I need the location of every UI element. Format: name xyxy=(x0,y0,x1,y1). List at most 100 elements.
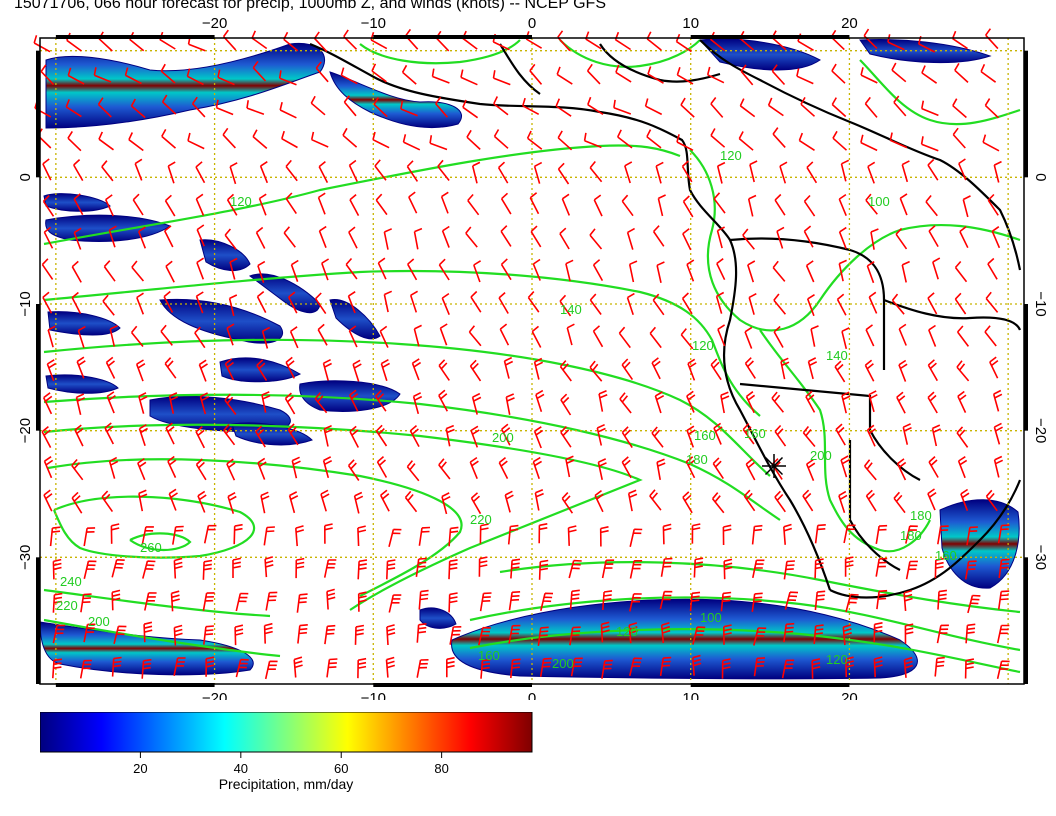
wind-barb xyxy=(73,193,84,216)
wind-barb xyxy=(409,290,419,313)
wind-barb xyxy=(565,259,574,282)
lon-tick-top: −20 xyxy=(202,15,227,32)
wind-barb xyxy=(681,292,693,315)
wind-barb xyxy=(747,260,756,283)
wind-barb xyxy=(860,67,878,84)
wind-barb xyxy=(401,64,417,85)
wind-barb xyxy=(73,159,84,181)
contour-label: 260 xyxy=(140,540,162,555)
wind-barb xyxy=(412,392,423,415)
wind-barb xyxy=(251,30,268,50)
wind-barb xyxy=(614,31,632,51)
wind-barb xyxy=(77,325,86,348)
wind-barb xyxy=(723,558,733,580)
wind-barb xyxy=(195,193,205,216)
wind-barb xyxy=(954,260,968,283)
wind-barb xyxy=(925,194,938,217)
wind-barb xyxy=(710,97,724,118)
wind-barb xyxy=(480,658,491,679)
wind-barb xyxy=(418,589,429,610)
wind-barb xyxy=(279,102,297,119)
wind-barb xyxy=(996,660,1010,679)
wind-barb xyxy=(533,161,543,184)
wind-barb xyxy=(831,63,846,84)
wind-barb xyxy=(370,32,388,50)
wind-barb xyxy=(720,391,730,414)
wind-barb xyxy=(721,658,731,679)
contour-label: 200 xyxy=(492,430,514,445)
wind-barb xyxy=(130,98,146,119)
wind-barb xyxy=(784,591,799,610)
wind-barb xyxy=(202,559,213,580)
wind-barb xyxy=(441,292,450,316)
lon-tick-bottom: 10 xyxy=(682,690,699,700)
wind-barb xyxy=(345,257,358,280)
wind-barb xyxy=(712,457,724,480)
wind-barb xyxy=(135,359,146,382)
wind-barb xyxy=(380,359,390,381)
wind-barb xyxy=(223,423,236,446)
wind-barb xyxy=(710,128,726,148)
wind-barb xyxy=(500,258,512,281)
frame-band-right xyxy=(1024,50,1028,178)
frame-band-bottom xyxy=(690,683,850,687)
wind-barb xyxy=(67,67,85,85)
wind-barb xyxy=(101,160,114,182)
wind-barb xyxy=(773,293,787,315)
wind-barb xyxy=(921,65,938,84)
wind-barb xyxy=(195,426,206,449)
wind-barb xyxy=(629,657,642,676)
wind-barb xyxy=(891,293,905,315)
wind-barb xyxy=(317,323,328,346)
wind-barb xyxy=(71,458,84,481)
wind-barb xyxy=(936,624,949,644)
colorbar-ticks: 20 40 60 80 xyxy=(133,752,449,776)
forecast-map[interactable]: 1201001201401201401601802001801602002202… xyxy=(0,0,1056,700)
wind-barb xyxy=(52,658,63,679)
wind-barb xyxy=(290,259,299,282)
wind-barb xyxy=(660,557,673,577)
wind-barb xyxy=(831,97,847,118)
wind-barb xyxy=(802,425,816,448)
contour-label: 120 xyxy=(720,148,742,163)
wind-barb xyxy=(870,228,879,250)
wind-barb xyxy=(652,225,665,247)
contour-land-3 xyxy=(859,59,1021,126)
wind-barb xyxy=(753,657,766,677)
wind-barb xyxy=(903,656,914,678)
precip-cell-12 xyxy=(43,193,111,212)
wind-barb xyxy=(136,292,145,315)
wind-barb xyxy=(866,424,876,447)
wind-barb xyxy=(232,557,241,578)
wind-barb xyxy=(954,62,969,83)
wind-barb xyxy=(111,559,125,578)
wind-barb xyxy=(628,260,638,283)
wind-barb xyxy=(314,292,327,315)
wind-barb xyxy=(771,391,785,413)
wind-barb xyxy=(372,131,390,149)
wind-barb xyxy=(102,294,115,316)
wind-barb xyxy=(161,94,177,115)
wind-barb xyxy=(264,556,274,578)
wind-barb xyxy=(569,589,580,610)
wind-barb xyxy=(866,261,875,284)
wind-barb xyxy=(711,492,725,514)
wind-barb xyxy=(742,228,755,250)
wind-barb xyxy=(873,622,883,643)
wind-barb xyxy=(431,68,450,84)
wind-barb xyxy=(989,356,999,379)
wind-barb xyxy=(984,98,1000,119)
wind-barb xyxy=(196,257,205,280)
wind-barb xyxy=(834,360,846,383)
contour-label: 180 xyxy=(910,508,932,523)
wind-barb xyxy=(293,656,303,678)
frame-band-top xyxy=(373,35,532,39)
wind-barb xyxy=(49,526,61,547)
wind-barb xyxy=(629,593,642,612)
contour-land-1 xyxy=(689,149,1021,332)
wind-barb xyxy=(717,324,726,347)
wind-barb xyxy=(503,356,514,379)
wind-barb xyxy=(889,132,908,149)
wind-barb xyxy=(124,67,142,85)
wind-barb xyxy=(349,425,360,448)
